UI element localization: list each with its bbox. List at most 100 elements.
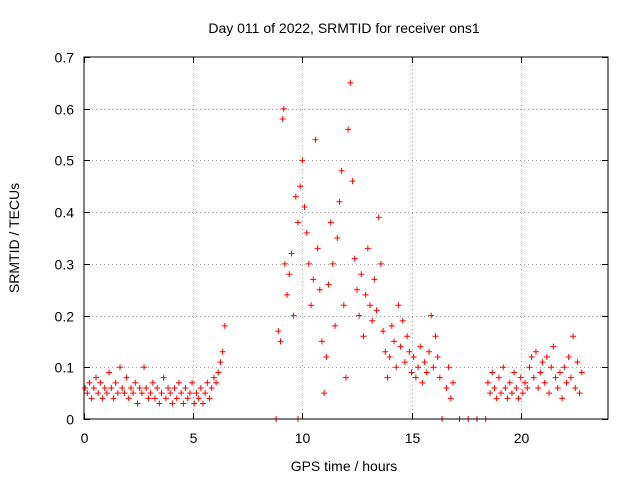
plot-frame [83, 56, 609, 420]
data-point [184, 395, 191, 402]
data-point [281, 260, 288, 267]
data-point [404, 333, 411, 340]
data-point [336, 198, 343, 205]
data-point [316, 286, 323, 293]
data-point [280, 105, 287, 112]
data-point [506, 379, 513, 386]
x-tick-label: 10 [295, 430, 311, 446]
data-point [86, 379, 93, 386]
data-point [498, 390, 505, 397]
data-point [286, 271, 293, 278]
data-point [380, 328, 387, 335]
data-point [548, 364, 555, 371]
data-point [221, 322, 228, 329]
data-point [195, 395, 202, 402]
data-point [491, 384, 498, 391]
data-point [119, 384, 126, 391]
data-point [215, 369, 222, 376]
data-point [511, 369, 518, 376]
data-point [145, 395, 152, 402]
data-point [327, 219, 334, 226]
data-point [95, 390, 102, 397]
data-point [436, 374, 443, 381]
data-point [332, 322, 339, 329]
data-point [493, 395, 500, 402]
data-point [154, 384, 161, 391]
chart-title: Day 011 of 2022, SRMTID for receiver ons… [208, 20, 480, 36]
data-point [125, 395, 132, 402]
data-point [275, 328, 282, 335]
data-point [572, 384, 579, 391]
data-point [132, 379, 139, 386]
data-point [314, 245, 321, 252]
data-point [565, 353, 572, 360]
data-point [143, 384, 150, 391]
data-point [217, 359, 224, 366]
y-tick-label: 0.1 [55, 360, 75, 376]
data-point [308, 302, 315, 309]
x-tick-label: 20 [514, 430, 530, 446]
data-point [397, 343, 404, 350]
data-point [193, 390, 200, 397]
data-point [423, 369, 430, 376]
data-point [108, 384, 115, 391]
data-point [434, 353, 441, 360]
data-point [178, 390, 185, 397]
data-point [197, 384, 204, 391]
axis-ticks: 0 0.1 0.2 0.3 0.4 0.5 0.6 0.7 0 5 10 15 20 [55, 50, 608, 446]
data-point [199, 400, 206, 407]
data-point [554, 384, 561, 391]
data-point [574, 359, 581, 366]
data-point [515, 395, 522, 402]
x-tick-label: 15 [405, 430, 421, 446]
data-point [202, 390, 209, 397]
data-point [513, 384, 520, 391]
data-point [347, 79, 354, 86]
data-point [210, 374, 217, 381]
data-point [297, 183, 304, 190]
data-point [182, 384, 189, 391]
x-tick-label: 0 [81, 430, 89, 446]
data-point [160, 374, 167, 381]
data-point [310, 276, 317, 283]
data-point [373, 307, 380, 314]
data-point [428, 312, 435, 319]
data-point [169, 400, 176, 407]
data-point [106, 369, 113, 376]
data-point [204, 379, 211, 386]
data-point [151, 395, 158, 402]
data-point [288, 250, 295, 257]
data-point [84, 390, 91, 397]
data-point [546, 390, 553, 397]
data-point [165, 384, 172, 391]
data-point [391, 338, 398, 345]
data-point [449, 379, 456, 386]
data-point [541, 379, 548, 386]
data-point [345, 126, 352, 133]
data-point [206, 395, 213, 402]
data-point [367, 302, 374, 309]
data-point [489, 369, 496, 376]
data-point [149, 379, 156, 386]
data-point [114, 390, 121, 397]
data-point [532, 348, 539, 355]
data-point [134, 400, 141, 407]
data-point [82, 384, 89, 391]
data-point [162, 395, 169, 402]
y-tick-label: 0.7 [55, 50, 75, 66]
data-point [191, 400, 198, 407]
data-point [213, 379, 220, 386]
data-point [141, 364, 148, 371]
x-axis-label: GPS time / hours [291, 458, 398, 474]
data-point [535, 384, 542, 391]
data-point [430, 364, 437, 371]
data-point [508, 390, 515, 397]
data-point [171, 384, 178, 391]
data-point [138, 390, 145, 397]
data-point [537, 369, 544, 376]
data-point [530, 374, 537, 381]
data-point [524, 384, 531, 391]
data-point [303, 229, 310, 236]
y-tick-label: 0.6 [55, 102, 75, 118]
data-point [284, 291, 291, 298]
